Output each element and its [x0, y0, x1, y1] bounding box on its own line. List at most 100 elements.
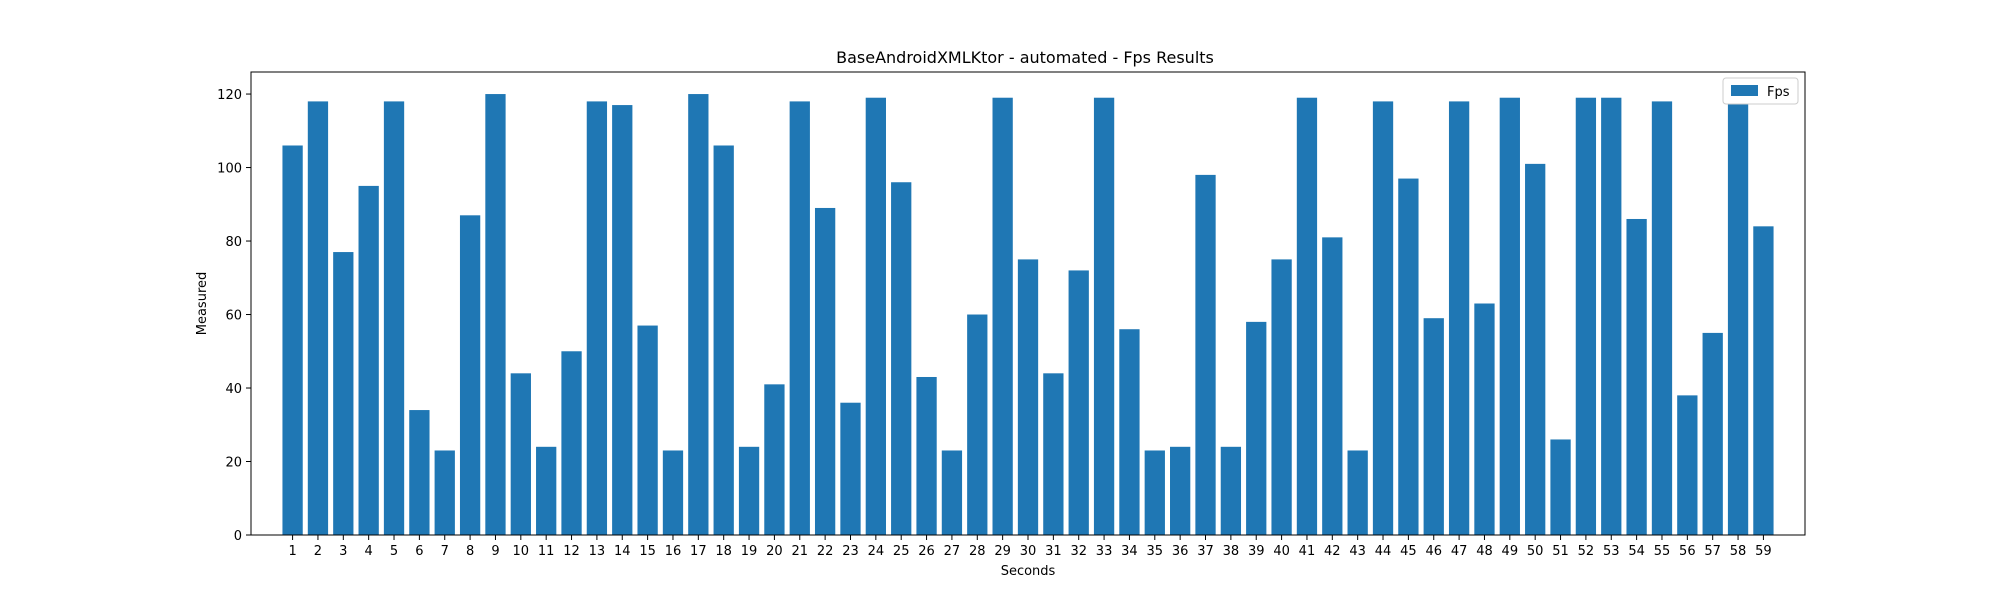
- x-tick-label-54: 54: [1628, 544, 1645, 559]
- bar-20: [764, 384, 785, 535]
- bar-3: [333, 252, 354, 535]
- y-tick-label-0: 0: [234, 529, 242, 544]
- x-tick-label-31: 31: [1045, 544, 1062, 559]
- x-tick-label-13: 13: [589, 544, 606, 559]
- x-tick-label-32: 32: [1070, 544, 1087, 559]
- x-tick-label-8: 8: [466, 544, 474, 559]
- x-tick-label-50: 50: [1527, 544, 1544, 559]
- x-axis: 1 2 3 4 5 6 7 8 9 10 11 12 13 14 15 16 17 18 19 20 21 22 23 24 2…: [288, 535, 1772, 559]
- bar-45: [1398, 178, 1419, 535]
- x-tick-label-56: 56: [1679, 544, 1696, 559]
- x-tick-label-6: 6: [415, 544, 423, 559]
- x-tick-label-49: 49: [1502, 544, 1519, 559]
- bar-2: [307, 101, 329, 536]
- bar-23: [840, 402, 861, 535]
- y-tick-label-20: 20: [225, 456, 242, 471]
- bar-7: [434, 450, 455, 535]
- bar-9: [485, 94, 506, 536]
- x-tick-label-20: 20: [766, 544, 783, 559]
- bar-27: [941, 450, 963, 535]
- bar-5: [383, 101, 405, 536]
- bar-58: [1727, 97, 1749, 535]
- x-tick-label-37: 37: [1197, 544, 1214, 559]
- x-tick-label-15: 15: [639, 544, 656, 559]
- x-tick-label-35: 35: [1147, 544, 1164, 559]
- bar-34: [1119, 329, 1140, 535]
- bar-41: [1296, 97, 1318, 535]
- x-tick-label-36: 36: [1172, 544, 1189, 559]
- x-tick-label-22: 22: [817, 544, 834, 559]
- x-tick-label-12: 12: [563, 544, 580, 559]
- x-tick-label-39: 39: [1248, 544, 1265, 559]
- bar-38: [1220, 446, 1242, 535]
- x-tick-label-4: 4: [365, 544, 373, 559]
- x-tick-label-53: 53: [1603, 544, 1620, 559]
- bar-52: [1575, 97, 1597, 535]
- bar-56: [1677, 395, 1698, 535]
- bar-11: [536, 446, 557, 535]
- bar-13: [586, 101, 608, 536]
- bar-33: [1093, 97, 1115, 535]
- bar-24: [865, 97, 886, 535]
- x-tick-label-25: 25: [893, 544, 910, 559]
- x-tick-label-34: 34: [1121, 544, 1138, 559]
- y-tick-label-80: 80: [225, 235, 242, 250]
- bar-25: [891, 182, 912, 536]
- x-tick-label-24: 24: [868, 544, 885, 559]
- bar-40: [1271, 259, 1292, 535]
- bar-4: [358, 185, 379, 535]
- bar-51: [1550, 439, 1571, 535]
- x-tick-label-42: 42: [1324, 544, 1341, 559]
- bars-group: [282, 94, 1774, 536]
- x-tick-label-33: 33: [1096, 544, 1113, 559]
- plot-frame: [250, 71, 1806, 536]
- x-tick-label-18: 18: [715, 544, 732, 559]
- x-tick-label-59: 59: [1755, 544, 1772, 559]
- x-tick-label-38: 38: [1223, 544, 1240, 559]
- x-tick-label-48: 48: [1476, 544, 1493, 559]
- bar-50: [1525, 163, 1546, 535]
- y-tick-label-100: 100: [217, 162, 242, 177]
- bar-29: [992, 97, 1013, 535]
- x-tick-label-7: 7: [441, 544, 449, 559]
- bar-55: [1651, 101, 1673, 536]
- bar-26: [916, 376, 937, 535]
- bar-6: [409, 410, 430, 535]
- chart-title: BaseAndroidXMLKtor - automated - Fps Res…: [836, 48, 1214, 67]
- bar-16: [662, 450, 684, 535]
- bar-10: [510, 373, 531, 535]
- bar-30: [1017, 259, 1039, 535]
- bar-54: [1626, 218, 1647, 536]
- bar-12: [561, 351, 582, 535]
- bar-46: [1423, 318, 1444, 535]
- bar-19: [738, 446, 760, 535]
- bar-1: [282, 145, 303, 536]
- x-tick-label-27: 27: [944, 544, 961, 559]
- x-tick-label-47: 47: [1451, 544, 1468, 559]
- bar-32: [1068, 270, 1089, 535]
- bar-8: [459, 215, 481, 535]
- x-tick-label-29: 29: [994, 544, 1011, 559]
- bar-21: [789, 101, 810, 536]
- bar-49: [1499, 97, 1520, 535]
- legend-swatch-fps: [1731, 85, 1758, 96]
- bar-47: [1448, 101, 1470, 536]
- x-tick-label-17: 17: [690, 544, 707, 559]
- bar-31: [1043, 373, 1064, 535]
- bar-18: [713, 145, 734, 536]
- x-tick-label-52: 52: [1578, 544, 1595, 559]
- bar-53: [1601, 97, 1622, 535]
- x-tick-label-3: 3: [339, 544, 347, 559]
- x-tick-label-9: 9: [491, 544, 499, 559]
- y-tick-label-60: 60: [225, 309, 242, 324]
- y-tick-label-40: 40: [225, 382, 242, 397]
- x-tick-label-57: 57: [1704, 544, 1721, 559]
- bar-15: [637, 325, 658, 535]
- x-tick-label-16: 16: [665, 544, 682, 559]
- x-tick-label-58: 58: [1730, 544, 1747, 559]
- bar-42: [1322, 237, 1343, 536]
- x-tick-label-45: 45: [1400, 544, 1417, 559]
- bar-48: [1474, 303, 1495, 535]
- bar-14: [612, 105, 633, 535]
- x-tick-label-43: 43: [1349, 544, 1366, 559]
